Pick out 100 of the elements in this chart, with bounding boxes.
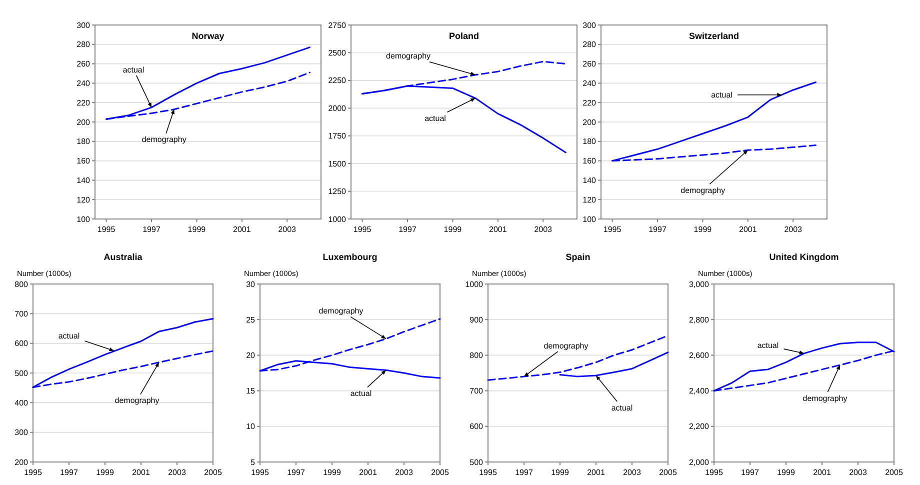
x-tick-label: 2001 [489,225,508,234]
y-tick-label: 100 [582,214,597,224]
x-tick-label: 1997 [287,468,306,477]
chart-title: Spain [566,252,590,262]
y-tick-label: 300 [76,20,91,30]
annotation: actual [611,403,633,412]
y-tick-label: 15 [246,386,256,396]
y-tick-label: 1750 [328,132,347,141]
annotation: demography [114,396,160,406]
annotation: demography [318,306,364,316]
chart-title: Australia [104,252,144,262]
y-tick-label: 1000 [328,214,347,224]
y-tick-label: 500 [470,458,484,467]
y-tick-label: 600 [14,339,29,348]
text: Norway [192,31,224,41]
y-tick-label: 120 [76,195,91,204]
y-tick-label: 400 [14,398,29,408]
y-tick-label: 20 [246,351,256,360]
x-tick-label: 1995 [251,468,270,477]
y-tick-label: 2750 [328,20,347,30]
y-tick-label: 2,000 [688,458,710,467]
annotation: demography [680,186,726,195]
x-tick-label: 1997 [648,225,667,234]
x-tick-label: 1999 [188,225,206,234]
x-tick-label: 2001 [233,225,252,234]
y-tick-label: 700 [14,309,29,318]
y-tick-label: 2,400 [688,386,710,396]
y-tick-label: 3,000 [688,280,710,289]
x-tick-label: 1999 [694,225,712,234]
y-tick-label: 5 [250,458,256,467]
y-tick-label: 700 [470,386,484,396]
x-tick-label: 1995 [479,468,498,477]
chart-title: Luxembourg [322,252,378,262]
x-tick-label: 1997 [142,225,161,234]
x-tick-label: 1997 [515,468,534,477]
x-tick-label: 1997 [60,468,78,477]
y-tick-label: 260 [582,60,597,69]
text: Switzerland [688,31,740,41]
x-tick-label: 2001 [739,225,758,234]
x-tick-label: 1997 [741,468,760,477]
y-tick-label: 180 [76,137,91,146]
x-tick-label: 1995 [705,468,724,477]
annotation: demography [386,52,431,61]
x-tick-label: 1999 [777,468,796,477]
x-tick-label: 2003 [784,225,803,234]
y-tick-label: 2000 [328,104,347,113]
y-tick-label: 1250 [328,187,347,196]
chart-title: United Kingdom [769,252,839,262]
y-tick-label: 280 [76,40,91,50]
x-tick-label: 2001 [132,468,150,477]
y-tick-label: 30 [246,280,256,289]
y-tick-label: 2500 [328,48,347,58]
x-tick-label: 2005 [885,468,904,477]
x-tick-label: 1995 [603,225,622,234]
text: Poland [448,31,480,41]
y-tick-label: 1500 [328,159,347,168]
annotation: actual [711,90,733,100]
y-tick-label: 900 [470,315,484,324]
y-tick-label: 800 [470,351,484,360]
annotation: actual [757,341,779,350]
x-tick-label: 2003 [534,225,553,234]
y-tick-label: 2,800 [688,315,710,324]
x-tick-label: 1995 [97,225,116,234]
y-tick-label: 200 [76,118,91,127]
y-tick-label: 800 [14,280,29,289]
y-tick-label: 240 [76,79,91,88]
y-tick-label: 160 [76,156,91,166]
annotation: demography [142,135,186,144]
y-tick-label: 240 [582,79,597,88]
y-tick-label: 100 [76,214,91,224]
y-tick-label: 220 [582,98,597,108]
y-tick-label: 300 [582,20,597,30]
y-tick-label: 1000 [465,280,484,289]
y-tick-label: 2,200 [688,422,710,432]
x-tick-label: 1995 [353,225,372,234]
x-tick-label: 1999 [551,468,570,477]
x-tick-label: 2003 [168,468,186,477]
annotation: actual [350,388,372,398]
x-tick-label: 1997 [398,225,417,234]
y-tick-label: 10 [246,422,256,432]
y-tick-label: 140 [582,176,597,185]
x-tick-label: 1995 [24,468,42,477]
annotation: demography [802,394,848,403]
x-tick-label: 1999 [444,225,462,234]
y-tick-label: 200 [582,118,597,127]
y-tick-label: 500 [14,368,29,378]
y-tick-label: 25 [246,315,256,324]
x-tick-label: 2001 [359,468,378,477]
x-tick-label: 2005 [204,468,222,477]
x-tick-label: 2001 [587,468,606,477]
x-tick-label: 2003 [849,468,868,477]
x-tick-label: 2005 [659,468,678,477]
y-tick-label: 260 [76,60,91,69]
x-tick-label: 1999 [323,468,342,477]
x-tick-label: 1999 [96,468,114,477]
y-tick-label: 600 [470,422,484,432]
y-tick-label: 220 [76,98,91,108]
y-tick-label: 280 [582,40,597,50]
x-tick-label: 2005 [431,468,450,477]
annotation: demography [544,341,588,350]
